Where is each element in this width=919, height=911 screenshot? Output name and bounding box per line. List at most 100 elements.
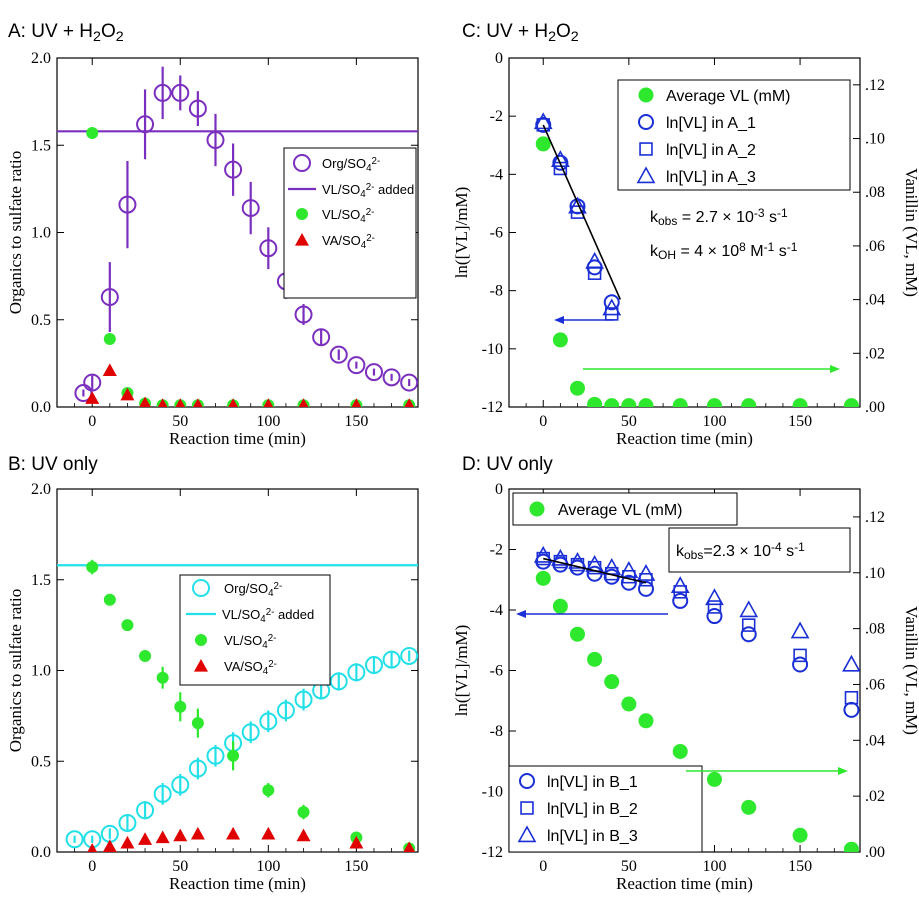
- data-point: [296, 828, 311, 842]
- data-point: [533, 112, 553, 130]
- legend-label: VL/SO42-: [322, 207, 374, 225]
- data-point: [604, 398, 620, 407]
- data-point: [153, 784, 172, 803]
- legend-label: Average VL (mM): [558, 502, 682, 519]
- data-point: [188, 759, 207, 778]
- data-point: [120, 835, 135, 849]
- y-tick-label: -8: [490, 723, 503, 740]
- legend-label: VL/SO42- added: [222, 607, 314, 625]
- legend-marker: [293, 154, 311, 172]
- x-axis-label: Reaction time (min): [169, 874, 306, 893]
- y2-tick-label: .02: [865, 345, 885, 362]
- data-point: [261, 826, 276, 840]
- plot-area: [533, 545, 860, 852]
- data-point: [86, 561, 99, 574]
- data-point: [706, 608, 723, 625]
- data-point: [173, 828, 188, 842]
- x-tick-label: 100: [256, 413, 280, 430]
- legend-a: Org/SO42- VL/SO42- added VL/SO42- VA/SO42-: [283, 147, 417, 299]
- data-point: [349, 835, 364, 849]
- data-point: [604, 674, 620, 690]
- legend-marker: [639, 142, 653, 156]
- data-point: [587, 651, 603, 667]
- x-tick-label: 150: [344, 413, 368, 430]
- y-tick-label: -12: [482, 844, 503, 861]
- data-point: [585, 251, 604, 269]
- data-point: [262, 784, 275, 797]
- y2-tick-label: .06: [865, 238, 885, 255]
- data-point: [535, 116, 552, 133]
- data-point: [844, 690, 859, 705]
- legend-d-top: Average VL (mM): [512, 492, 738, 526]
- y2-tick-label: .00: [865, 844, 885, 861]
- data-point: [103, 332, 116, 345]
- y-tick-label: -10: [482, 784, 503, 801]
- data-point: [121, 619, 134, 632]
- data-point: [347, 356, 366, 375]
- panel-title: D: UV only: [462, 454, 553, 475]
- y2-tick-label: .12: [865, 509, 885, 526]
- data-point: [155, 830, 170, 844]
- data-point: [741, 618, 756, 632]
- data-point: [65, 830, 84, 849]
- data-point: [603, 568, 620, 585]
- y2-tick-label: .10: [865, 131, 885, 148]
- data-point: [329, 345, 348, 364]
- series-average-vl-mm-: [535, 136, 859, 407]
- y2-tick-label: .02: [865, 788, 885, 805]
- data-point: [188, 99, 207, 118]
- x-axis-label: Reaction time (min): [169, 429, 306, 448]
- data-point: [139, 649, 152, 662]
- data-point: [312, 328, 331, 347]
- series-vl-so4-2-: [86, 559, 416, 852]
- legend-label: VL/SO42-: [224, 633, 276, 651]
- legend-box: [617, 79, 851, 191]
- data-point: [403, 841, 416, 852]
- data-point: [619, 561, 639, 578]
- data-point: [351, 398, 362, 407]
- y-tick-label: -6: [490, 225, 503, 242]
- data-point: [568, 551, 587, 569]
- data-point: [153, 83, 172, 102]
- x-tick-label: 50: [172, 858, 188, 875]
- x-tick-label: 150: [788, 858, 812, 875]
- data-point: [241, 199, 260, 218]
- data-point: [276, 701, 295, 720]
- data-point: [227, 749, 240, 762]
- legend-label: ln[VL] in B_2: [547, 801, 638, 818]
- y-tick-label: -6: [490, 663, 503, 680]
- y-tick-label: 0.5: [31, 753, 51, 770]
- series-ln-vl-in-a-2: [536, 118, 619, 321]
- legend-marker: [192, 579, 210, 597]
- data-point: [294, 305, 313, 324]
- panel-title: B: UV only: [8, 454, 98, 475]
- data-point: [329, 672, 348, 691]
- data-point: [347, 663, 366, 682]
- kobs-annotation: kobs=2.3 × 10-4 s-1: [676, 540, 805, 562]
- data-point: [228, 398, 238, 407]
- kobs-annotation: kobs = 2.7 × 10-3 s-1: [650, 206, 788, 228]
- data-point: [382, 650, 401, 669]
- data-point: [569, 380, 585, 396]
- fit-line: [542, 124, 622, 300]
- series-average-vl-mm-: [535, 570, 859, 852]
- legend-box: [512, 492, 738, 526]
- data-point: [259, 239, 278, 258]
- data-point: [191, 717, 204, 730]
- data-point: [87, 843, 98, 852]
- data-point: [741, 799, 757, 815]
- legend-box: [508, 765, 703, 853]
- legend-marker: [520, 801, 534, 815]
- y2-tick-label: .04: [865, 292, 885, 309]
- panel-title: C: UV + H2O2: [462, 21, 579, 45]
- legend-box: [283, 147, 417, 299]
- data-point: [100, 288, 119, 307]
- x-axis-label: Reaction time (min): [616, 429, 753, 448]
- data-point: [551, 150, 570, 167]
- data-point: [569, 626, 585, 642]
- data-point: [404, 398, 415, 407]
- y2-axis-label: Vanillin (VL, mM): [902, 168, 919, 297]
- panel-a: A: UV + H2O2 0 50 100 150 0.0 0.5 1.0 1.5 2.0 Reac…: [6, 21, 419, 448]
- legend-marker: [638, 87, 654, 103]
